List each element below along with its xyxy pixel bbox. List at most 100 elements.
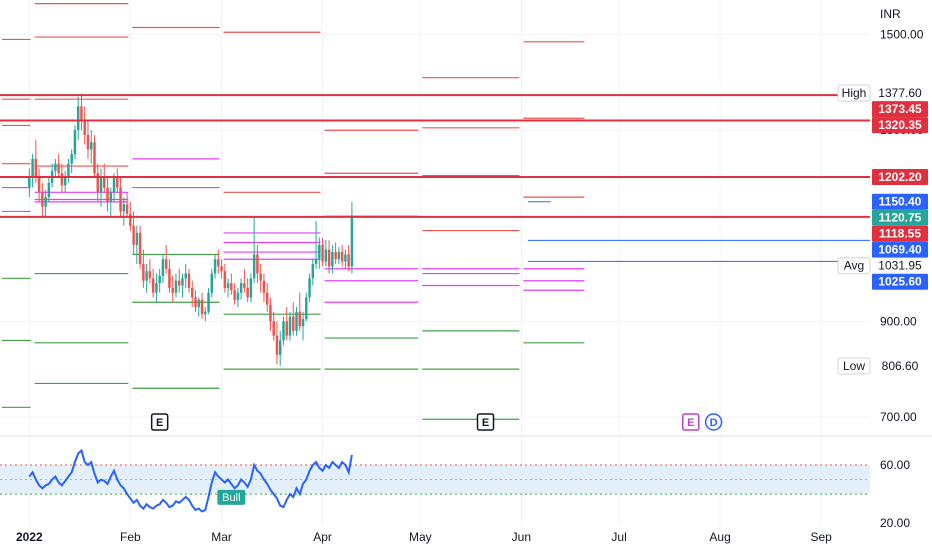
candle-body bbox=[197, 299, 201, 307]
candle-body bbox=[142, 264, 145, 281]
price-badge-label: 1118.55 bbox=[879, 227, 921, 241]
candle-body bbox=[132, 225, 135, 245]
candle-body bbox=[269, 304, 272, 322]
price-badge-label: 1377.60 bbox=[878, 86, 922, 100]
price-tag-label: High bbox=[842, 86, 867, 100]
candle-body bbox=[275, 335, 279, 355]
bull-marker bbox=[217, 489, 246, 505]
time-tick-label: Jun bbox=[512, 530, 531, 544]
time-tick-label: Sep bbox=[810, 530, 832, 544]
price-tick-label: 700.00 bbox=[880, 410, 917, 424]
candle-body bbox=[122, 204, 126, 212]
candle-body bbox=[181, 278, 184, 286]
price-tag-box bbox=[837, 257, 871, 275]
event-marker-label: E bbox=[482, 417, 489, 429]
candle-body bbox=[129, 213, 132, 226]
candle-body bbox=[324, 249, 328, 262]
candle-body bbox=[191, 287, 194, 298]
candle-body bbox=[204, 311, 207, 315]
price-badge bbox=[872, 357, 928, 374]
candle-body bbox=[112, 178, 116, 193]
time-tick-label: Feb bbox=[120, 530, 141, 544]
time-tick-label: Aug bbox=[709, 530, 730, 544]
candle-body bbox=[73, 130, 77, 155]
candle-body bbox=[337, 252, 341, 260]
candle-body bbox=[252, 254, 256, 279]
candle-body bbox=[213, 259, 217, 274]
price-tag-label: Avg bbox=[844, 259, 864, 273]
grid bbox=[0, 0, 870, 526]
candle-body bbox=[292, 316, 295, 331]
candle-body bbox=[161, 259, 165, 276]
price-tag-box bbox=[837, 84, 871, 102]
price-tag-box bbox=[837, 357, 871, 375]
price-badge bbox=[872, 257, 928, 274]
price-badge-label: 1150.40 bbox=[879, 195, 922, 209]
candle-body bbox=[265, 292, 269, 305]
bull-marker-label: Bull bbox=[222, 492, 240, 504]
currency-label: INR bbox=[880, 7, 901, 21]
candle-body bbox=[151, 278, 155, 293]
candle-body bbox=[116, 178, 119, 188]
earnings-marker bbox=[476, 413, 495, 431]
candle-body bbox=[125, 204, 129, 214]
candle-body bbox=[210, 273, 214, 293]
candle-body bbox=[93, 142, 96, 174]
candle-body bbox=[86, 135, 90, 150]
candle-body bbox=[331, 252, 334, 267]
candle-body bbox=[259, 273, 262, 281]
event-marker-label: D bbox=[710, 417, 718, 429]
candle-body bbox=[57, 163, 60, 174]
candle-body bbox=[207, 292, 210, 312]
price-badge bbox=[872, 241, 928, 258]
time-tick-label: Apr bbox=[313, 530, 332, 544]
candle-body bbox=[89, 142, 93, 150]
price-tick-label: 900.00 bbox=[880, 314, 917, 328]
price-badge-label: 1120.75 bbox=[879, 211, 922, 225]
candle-body bbox=[184, 273, 187, 279]
candle-body bbox=[220, 266, 223, 272]
candle-body bbox=[187, 273, 191, 288]
price-badge-label: 1025.60 bbox=[878, 275, 922, 289]
candle-body bbox=[314, 259, 318, 264]
candle-body bbox=[168, 268, 171, 288]
price-badge bbox=[872, 168, 928, 185]
candle-body bbox=[37, 178, 41, 193]
candle-body bbox=[308, 278, 311, 298]
candle-body bbox=[350, 216, 354, 267]
price-tick-label: 1500.00 bbox=[880, 28, 924, 42]
event-marker-label: E bbox=[687, 417, 694, 429]
candle-body bbox=[106, 187, 109, 202]
candle-body bbox=[200, 299, 204, 315]
candle-body bbox=[138, 232, 142, 264]
earnings-marker bbox=[682, 413, 700, 431]
candle-body bbox=[288, 316, 292, 336]
price-badge-label: 1069.40 bbox=[878, 243, 922, 257]
candle-body bbox=[347, 254, 350, 267]
price-badge-label: 1031.95 bbox=[878, 259, 922, 273]
candle-body bbox=[256, 254, 259, 274]
candle-body bbox=[233, 290, 236, 300]
candle-body bbox=[239, 283, 243, 293]
time-tick-label: May bbox=[409, 530, 432, 544]
candle-body bbox=[135, 232, 139, 245]
candle-body bbox=[236, 292, 240, 300]
horizontal-lines bbox=[0, 94, 870, 262]
candle-body bbox=[249, 278, 253, 298]
candle-body bbox=[311, 264, 315, 279]
candle-body bbox=[155, 283, 158, 293]
candle-body bbox=[70, 154, 73, 164]
candle-body bbox=[148, 271, 152, 279]
pivot-levels bbox=[2, 3, 585, 420]
candle-body bbox=[305, 297, 308, 319]
candle-body bbox=[80, 106, 83, 121]
candle-body bbox=[246, 287, 249, 298]
candle-body bbox=[295, 311, 298, 331]
candle-body bbox=[60, 173, 64, 186]
candle-body bbox=[31, 158, 34, 178]
candle-body bbox=[119, 187, 122, 212]
candle-body bbox=[47, 182, 51, 198]
price-badge bbox=[872, 209, 928, 226]
